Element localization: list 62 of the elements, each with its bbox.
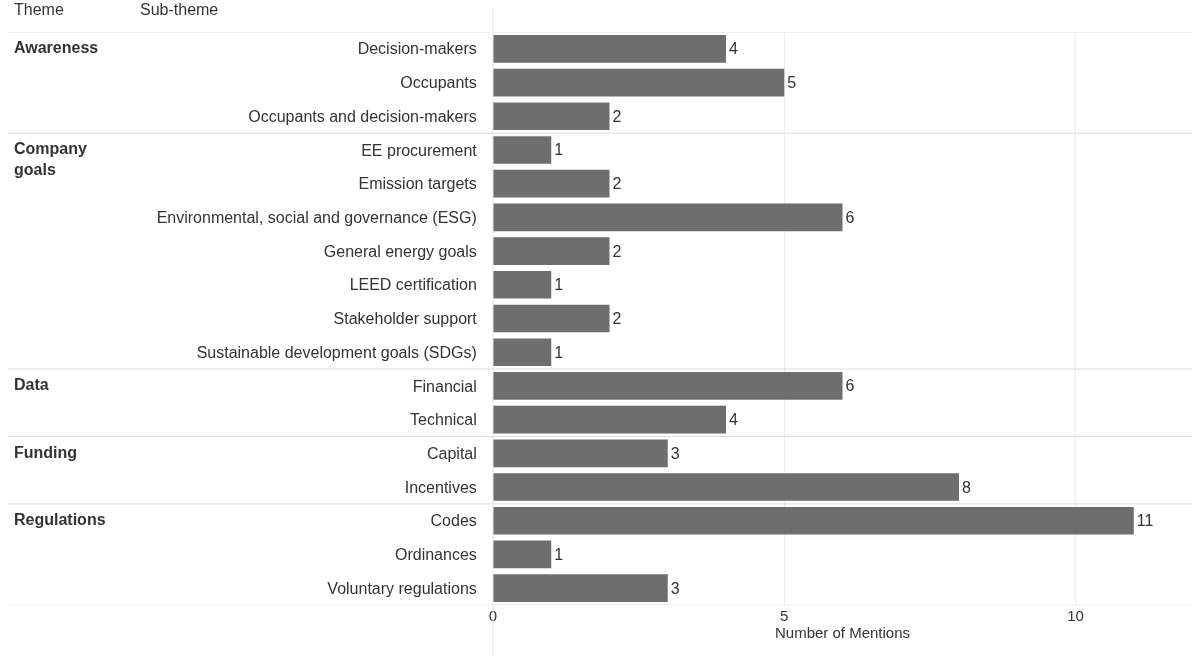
bar (493, 68, 785, 97)
y-tick-label: Ordinances (394, 546, 477, 564)
y-tick-label: Financial (412, 377, 477, 395)
bar (493, 136, 552, 164)
text: Sub-theme (140, 1, 219, 18)
x-tick-label: 10 (1067, 607, 1084, 624)
bar (493, 439, 668, 468)
bar (493, 372, 843, 400)
data-label: 11 (1136, 512, 1154, 530)
y-tick-label: Occupants (400, 74, 477, 92)
data-label: 3 (670, 444, 680, 462)
text: Awareness (14, 39, 99, 56)
y-tick-label: Occupants and decision-makers (248, 107, 477, 125)
text: Company goals (14, 140, 87, 178)
bar (493, 169, 610, 198)
bar (493, 574, 668, 602)
data-label: 1 (554, 276, 564, 294)
data-label: 4 (729, 40, 738, 58)
bar (493, 405, 726, 434)
y-tick-label: Sustainable development goals (SDGs) (196, 343, 477, 361)
data-label: 1 (554, 343, 564, 361)
y-tick-label: Stakeholder support (333, 310, 478, 328)
y-tick-label: General energy goals (323, 242, 477, 260)
y-tick-label: Voluntary regulations (327, 579, 477, 597)
data-label: 6 (845, 377, 855, 395)
data-label: 8 (962, 478, 971, 496)
text: Data (14, 376, 49, 393)
y-tick-label: LEED certification (349, 276, 477, 294)
bar (493, 304, 610, 333)
bar (493, 473, 959, 501)
data-label: 2 (612, 175, 622, 193)
y-tick-label: Decision-makers (357, 40, 477, 58)
y-tick-label: EE procurement (361, 141, 478, 159)
data-label: 1 (554, 545, 564, 563)
data-label: 4 (729, 411, 738, 429)
text: Regulations (14, 511, 106, 528)
text: Funding (14, 444, 78, 461)
data-label: 6 (845, 208, 855, 226)
data-label: 2 (612, 107, 622, 125)
data-label: 2 (612, 310, 622, 327)
y-tick-label: Capital (426, 444, 477, 462)
data-label: 1 (554, 141, 564, 159)
text: Theme (14, 1, 64, 18)
bar (493, 270, 552, 299)
bar (493, 540, 552, 569)
y-tick-label: Codes (430, 512, 477, 530)
y-tick-label: Environmental, social and governance (ESG) (156, 208, 477, 226)
data-label: 5 (787, 74, 797, 92)
bar (493, 35, 726, 63)
y-tick-label: Technical (410, 411, 477, 429)
x-axis-title: Number of Mentions (774, 624, 911, 641)
bar (493, 203, 843, 232)
bar (493, 338, 552, 367)
y-tick-label: Incentives (404, 478, 477, 496)
x-tick-label: 5 (780, 607, 789, 624)
x-tick-label: 0 (488, 607, 498, 624)
y-tick-label: Emission targets (358, 175, 477, 193)
data-label: 2 (612, 242, 622, 260)
bar (493, 237, 610, 265)
bar (493, 506, 1134, 535)
bar (493, 102, 610, 131)
data-label: 3 (670, 579, 680, 597)
